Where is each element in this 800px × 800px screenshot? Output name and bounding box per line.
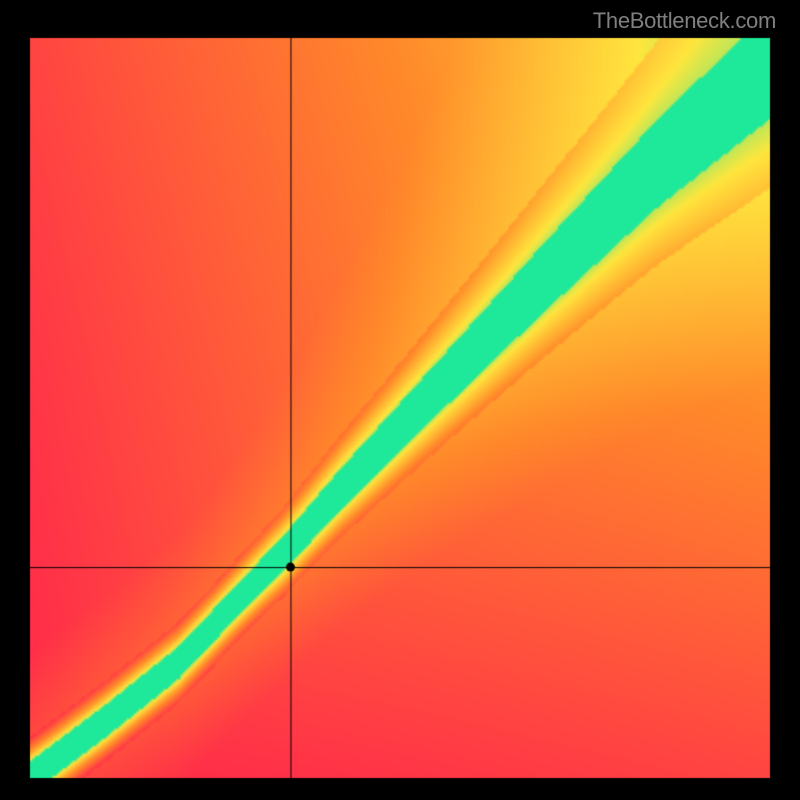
heatmap-canvas	[0, 0, 800, 800]
attribution-text: TheBottleneck.com	[593, 8, 776, 34]
chart-container: TheBottleneck.com	[0, 0, 800, 800]
